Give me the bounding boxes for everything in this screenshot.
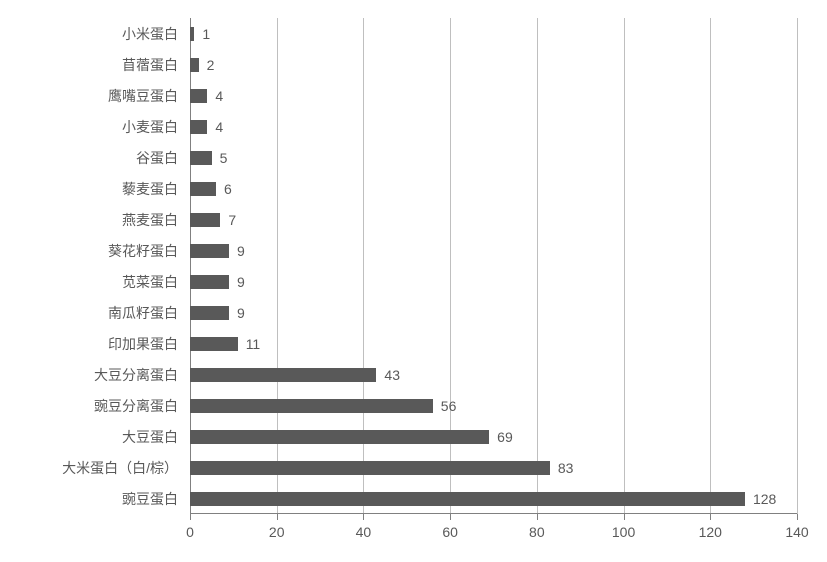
- gridline: [797, 18, 798, 514]
- bar-value-label: 11: [246, 336, 261, 352]
- bar-value-label: 4: [215, 119, 223, 135]
- bar: [190, 337, 238, 351]
- bar: [190, 89, 207, 103]
- y-category-label: 小米蛋白: [0, 24, 178, 44]
- y-category-label: 豌豆蛋白: [0, 489, 178, 509]
- y-category-label: 豌豆分离蛋白: [0, 396, 178, 416]
- bar: [190, 430, 489, 444]
- bar: [190, 151, 212, 165]
- x-tick-label: 60: [442, 524, 458, 540]
- gridline: [624, 18, 625, 514]
- bar-value-label: 5: [220, 150, 228, 166]
- protein-bar-chart: 0 20 40 60 80 100 120 140 小米蛋白 1 苜蓿蛋白 2 鹰嘴豆蛋白 4 小麦蛋白 4 谷…: [0, 0, 827, 562]
- y-category-label: 小麦蛋白: [0, 117, 178, 137]
- y-category-label: 葵花籽蛋白: [0, 241, 178, 261]
- bar: [190, 306, 229, 320]
- y-category-label: 燕麦蛋白: [0, 210, 178, 230]
- bar: [190, 182, 216, 196]
- x-tick-label: 140: [785, 524, 808, 540]
- bar: [190, 492, 745, 506]
- bar-value-label: 9: [237, 243, 245, 259]
- bar-value-label: 4: [215, 88, 223, 104]
- bar-value-label: 2: [207, 57, 215, 73]
- x-tick-mark: [624, 514, 625, 520]
- y-category-label: 印加果蛋白: [0, 334, 178, 354]
- y-category-label: 南瓜籽蛋白: [0, 303, 178, 323]
- y-category-label: 大豆蛋白: [0, 427, 178, 447]
- bar-value-label: 9: [237, 274, 245, 290]
- bar: [190, 120, 207, 134]
- bar: [190, 27, 194, 41]
- x-axis-line: [190, 513, 797, 514]
- x-tick-label: 120: [699, 524, 722, 540]
- x-tick-label: 0: [186, 524, 194, 540]
- plot-area: [190, 18, 797, 514]
- x-tick-mark: [710, 514, 711, 520]
- bar: [190, 368, 376, 382]
- bar-value-label: 128: [753, 491, 776, 507]
- gridline: [537, 18, 538, 514]
- y-category-label: 藜麦蛋白: [0, 179, 178, 199]
- x-tick-mark: [450, 514, 451, 520]
- y-category-label: 大豆分离蛋白: [0, 365, 178, 385]
- bar-value-label: 7: [228, 212, 236, 228]
- gridline: [710, 18, 711, 514]
- x-tick-label: 100: [612, 524, 635, 540]
- bar-value-label: 56: [441, 398, 457, 414]
- bar: [190, 244, 229, 258]
- y-category-label: 苜蓿蛋白: [0, 55, 178, 75]
- x-tick-label: 80: [529, 524, 545, 540]
- x-tick-mark: [537, 514, 538, 520]
- y-category-label: 大米蛋白（白/棕）: [0, 458, 178, 478]
- bar-value-label: 43: [384, 367, 400, 383]
- bar: [190, 461, 550, 475]
- bar-value-label: 1: [202, 26, 210, 42]
- y-category-label: 谷蛋白: [0, 148, 178, 168]
- x-tick-mark: [277, 514, 278, 520]
- x-tick-label: 20: [269, 524, 285, 540]
- bar-value-label: 83: [558, 460, 574, 476]
- x-tick-mark: [190, 514, 191, 520]
- bar: [190, 275, 229, 289]
- x-tick-mark: [797, 514, 798, 520]
- x-tick-mark: [363, 514, 364, 520]
- bar: [190, 399, 433, 413]
- bar: [190, 213, 220, 227]
- bar-value-label: 6: [224, 181, 232, 197]
- bar: [190, 58, 199, 72]
- bar-value-label: 9: [237, 305, 245, 321]
- bar-value-label: 69: [497, 429, 513, 445]
- y-category-label: 鹰嘴豆蛋白: [0, 86, 178, 106]
- x-tick-label: 40: [356, 524, 372, 540]
- y-category-label: 苋菜蛋白: [0, 272, 178, 292]
